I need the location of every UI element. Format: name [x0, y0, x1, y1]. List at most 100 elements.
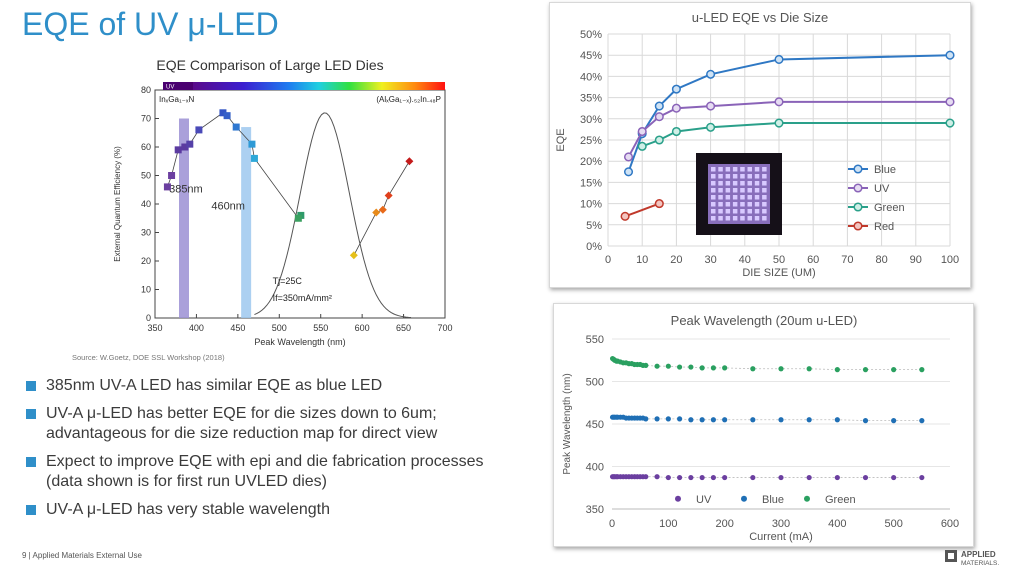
die-pixel	[725, 167, 731, 172]
applied-materials-logo: APPLIED MATERIALS.	[944, 546, 1016, 568]
data-point-blue	[654, 416, 660, 422]
slide-title: EQE of UV μ-LED	[22, 6, 279, 42]
data-point-blue	[688, 417, 694, 423]
algainp-data-point	[378, 205, 387, 214]
eqe-vs-die-size-panel: u-LED EQE vs Die Size 0% 5% 10% 15% 20% 25% 30%…	[549, 2, 971, 288]
die-pixel	[711, 195, 716, 200]
x-tick-label: 550	[313, 323, 328, 333]
annotation-460nm: 460nm	[211, 201, 245, 213]
bullet-marker	[26, 505, 36, 515]
bullet-item: Expect to improve EQE with epi and die f…	[26, 452, 546, 492]
data-point-uv	[637, 126, 647, 137]
data-point-uv	[665, 474, 671, 481]
data-point-green	[654, 135, 664, 145]
bullet-item: 385nm UV-A LED has similar EQE as blue L…	[26, 376, 546, 396]
y-tick-label: 50%	[580, 29, 602, 41]
x-tick-label: 450	[230, 323, 245, 333]
die-pixel	[747, 216, 752, 221]
die-pixel	[711, 216, 716, 221]
ingan-data-point	[174, 146, 182, 154]
algainp-label: (AlₓGa₁₋ₓ).₅₂In.₄₈P	[376, 95, 441, 104]
die-pixel	[747, 209, 752, 214]
data-point-uv	[688, 474, 694, 481]
data-point-blue	[654, 101, 664, 111]
legend-marker	[853, 221, 863, 231]
die-pixel	[747, 174, 752, 179]
y-tick-label: 20%	[580, 156, 602, 168]
data-point-green	[778, 366, 784, 372]
die-pixel	[747, 202, 752, 207]
y-tick-label: 60	[141, 142, 151, 152]
legend-marker	[675, 495, 681, 502]
data-point-green	[677, 364, 683, 370]
data-point-uv	[654, 474, 660, 480]
y-axis-label: EQE	[555, 128, 567, 151]
bullet-item: UV-A μ-LED has very stable wavelength	[26, 500, 546, 520]
series-line-red	[624, 202, 660, 218]
die-pixel	[711, 188, 716, 193]
eqe-vs-die-size-chart: u-LED EQE vs Die Size 0% 5% 10% 15% 20% 25% 30%…	[555, 10, 959, 279]
die-pixel	[725, 202, 731, 207]
legend-marker	[853, 202, 863, 212]
data-point-blue	[862, 418, 869, 424]
die-pixel	[747, 195, 752, 200]
die-pixel	[762, 195, 767, 200]
die-pixel	[762, 174, 767, 179]
x-tick-label: 30	[704, 254, 716, 266]
data-point-blue	[834, 417, 840, 423]
data-point-green	[699, 365, 705, 371]
die-pixel	[762, 188, 767, 193]
legend-marker	[741, 495, 747, 502]
die-pixel	[747, 188, 752, 193]
y-tick-label: 450	[586, 419, 604, 431]
bullet-text: 385nm UV-A LED has similar EQE as blue L…	[46, 377, 383, 394]
data-point-uv	[945, 97, 955, 107]
x-tick-label: 100	[659, 518, 677, 530]
die-pixel	[747, 181, 752, 186]
data-point-uv	[699, 474, 705, 481]
die-pixel	[732, 209, 738, 214]
ingan-data-point	[250, 154, 258, 162]
die-pixel	[740, 188, 745, 193]
y-tick-label: 350	[586, 504, 604, 516]
data-point-green	[706, 122, 716, 132]
die-pixel	[732, 174, 738, 179]
slide-footer: 9 | Applied Materials External Use	[22, 551, 142, 560]
die-pixel	[740, 202, 745, 207]
ingan-data-point	[219, 109, 227, 117]
x-tick-label: 0	[609, 518, 615, 530]
svg-text:MATERIALS.: MATERIALS.	[961, 560, 999, 567]
x-tick-label: 70	[841, 254, 853, 266]
ingan-label: InₓGa₁₋ₓN	[159, 95, 195, 104]
bullet-marker	[26, 409, 36, 419]
die-pixel	[718, 181, 723, 186]
die-pixel	[754, 188, 760, 193]
algainp-data-point	[372, 208, 381, 217]
die-pixel	[740, 174, 745, 179]
data-point-uv	[643, 474, 649, 480]
data-point-uv	[806, 474, 812, 481]
data-point-uv	[671, 103, 681, 113]
x-tick-label: 400	[828, 518, 846, 530]
x-tick-label: 100	[941, 254, 959, 266]
ingan-data-point	[248, 140, 256, 148]
ingan-data-point	[195, 126, 203, 134]
data-point-blue	[677, 416, 683, 422]
die-pixel	[711, 209, 716, 214]
data-point-green	[774, 118, 784, 128]
y-axis-label: External Quantum Efficiency (%)	[113, 146, 122, 262]
die-pixel	[762, 167, 767, 172]
algainp-data-point	[384, 191, 393, 200]
condition-if: If=350mA/mm²	[273, 293, 332, 303]
applied-materials-logo-mark: APPLIED MATERIALS.	[945, 550, 999, 567]
y-tick-label: 0%	[586, 241, 602, 253]
bullet-marker	[26, 381, 36, 391]
highlight-bar	[179, 118, 189, 318]
data-point-blue	[706, 69, 716, 79]
y-tick-label: 400	[586, 462, 604, 474]
x-tick-label: 50	[773, 254, 785, 266]
die-pixel	[711, 174, 716, 179]
die-pixel	[740, 216, 745, 221]
die-pixel	[754, 181, 760, 186]
chart-title: EQE Comparison of Large LED Dies	[156, 57, 383, 73]
